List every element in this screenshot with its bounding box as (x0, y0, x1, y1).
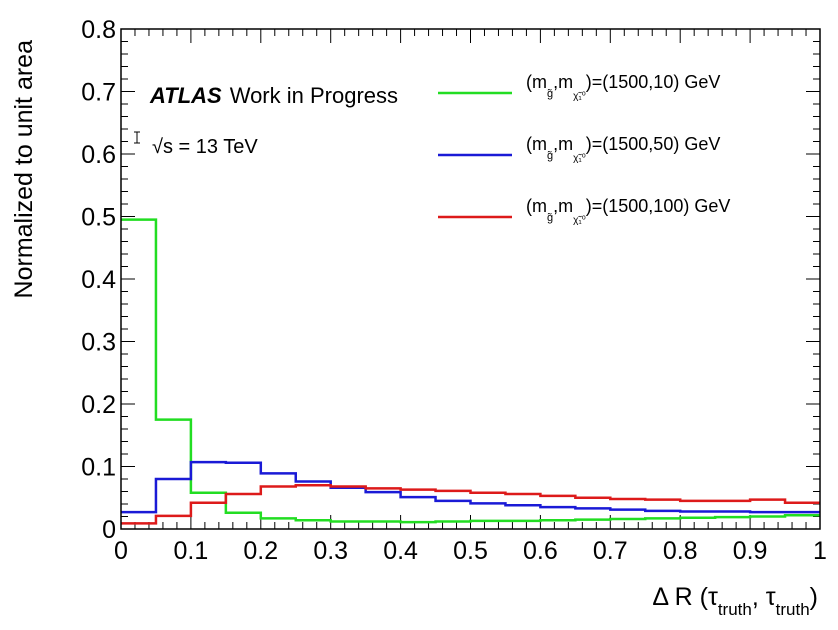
energy-text: √s = 13 TeV (152, 136, 258, 158)
x-axis-title-sub2: truth (776, 600, 810, 619)
x-tick-label: 0.9 (733, 537, 768, 565)
legend-text-sub1: g̃ (547, 150, 553, 162)
x-tick-label: 0.3 (313, 537, 348, 565)
y-tick-label: 0.1 (81, 454, 116, 482)
atlas-label: ATLAS Work in Progress (149, 83, 398, 108)
legend-text-sub2: χ̃₁⁰ (573, 215, 586, 226)
legend: (mg̃,mχ̃₁⁰)=(1500,10) GeV(mg̃,mχ̃₁⁰)=(15… (438, 72, 730, 226)
legend-text-values: )=(1500,10) GeV (586, 72, 721, 92)
legend-text-mid: ,m (553, 196, 573, 216)
axis-ticks (120, 28, 821, 530)
legend-text-mid: ,m (553, 134, 573, 154)
legend-text-sub1: g̃ (547, 88, 553, 100)
x-axis-title-end: ) (810, 583, 818, 611)
atlas-label-bold: ATLAS (149, 83, 222, 108)
y-tick-label: 0.3 (81, 329, 116, 357)
y-tick-label: 0 (102, 516, 116, 544)
x-tick-label: 0.5 (453, 537, 488, 565)
legend-text-sub2: χ̃₁⁰ (573, 153, 586, 164)
series-line-2 (121, 460, 820, 514)
y-tick-label: 0.7 (81, 79, 116, 107)
x-tick-label: 0.2 (243, 537, 278, 565)
x-axis-title: Δ R (τtruth, τtruth) (652, 583, 818, 619)
legend-label-1: (mg̃,mχ̃₁⁰)=(1500,10) GeV (526, 72, 720, 102)
tick-labels: 0 0.1 0.2 0.3 0.4 0.5 0.6 0.7 0.8 0.9 1 0 0.1 0.2 0.3 0… (81, 16, 827, 565)
y-tick-label: 0.6 (81, 141, 116, 169)
y-tick-label: 0.8 (81, 16, 116, 44)
legend-text-sub1: g̃ (547, 212, 553, 224)
x-axis-title-sub1: truth (718, 600, 752, 619)
legend-text-prefix: (m (526, 134, 547, 154)
legend-text-prefix: (m (526, 72, 547, 92)
y-axis-title: Normalized to unit area (10, 40, 38, 299)
atlas-status: Work in Progress (230, 83, 398, 108)
legend-text-mid: ,m (553, 72, 573, 92)
legend-text-values: )=(1500,100) GeV (586, 196, 731, 216)
y-tick-label: 0.5 (81, 204, 116, 232)
series-layer (121, 218, 820, 525)
legend-text-sub2: χ̃₁⁰ (573, 91, 586, 102)
x-tick-label: 0.4 (383, 537, 418, 565)
x-tick-label: 0.7 (593, 537, 628, 565)
y-tick-label: 0.2 (81, 391, 116, 419)
x-tick-label: 0.1 (174, 537, 209, 565)
x-tick-label: 0 (114, 537, 128, 565)
y-tick-label: 0.4 (81, 266, 116, 294)
legend-text-values: )=(1500,50) GeV (586, 134, 721, 154)
x-axis-title-main: Δ R (τ (652, 583, 718, 611)
x-tick-label: 0.8 (663, 537, 698, 565)
plot-frame (120, 28, 821, 530)
legend-text-prefix: (m (526, 196, 547, 216)
series-line-3 (121, 484, 820, 525)
legend-label-2: (mg̃,mχ̃₁⁰)=(1500,50) GeV (526, 134, 720, 164)
energy-label: √s = 13 TeV (134, 131, 258, 158)
x-tick-label: 1 (813, 537, 827, 565)
x-axis-title-mid: , τ (752, 583, 776, 611)
series-line-1 (121, 218, 820, 524)
legend-label-3: (mg̃,mχ̃₁⁰)=(1500,100) GeV (526, 196, 730, 226)
x-tick-label: 0.6 (523, 537, 558, 565)
